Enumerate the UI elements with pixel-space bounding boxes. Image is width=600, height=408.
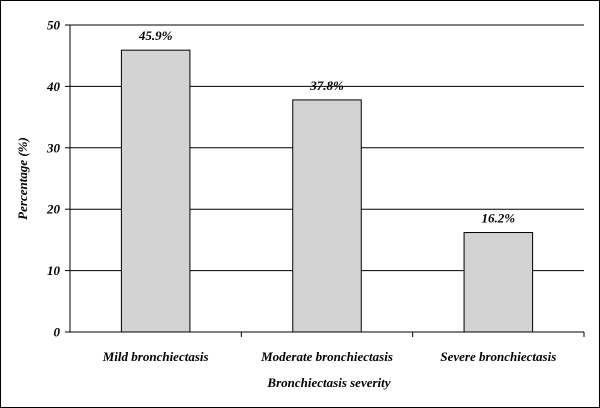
x-category-label: Mild bronchiectasis: [102, 349, 209, 364]
y-axis-title: Percentage (%): [15, 137, 30, 220]
y-tick-label: 10: [47, 263, 61, 278]
x-axis-title: Bronchiectasis severity: [266, 375, 390, 390]
bar: [292, 99, 362, 333]
x-category-label: Severe bronchiectasis: [440, 349, 556, 364]
label-layer: 0 10 20 30 40 50 45.9% Mild bronchiectasis 37.8%…: [46, 18, 556, 365]
bar: [120, 49, 191, 333]
bar: [463, 232, 534, 333]
data-label: 37.8%: [309, 78, 344, 93]
data-label: 16.2%: [482, 211, 516, 226]
bar-layer: [120, 49, 534, 333]
y-tick-label: 0: [54, 325, 61, 340]
axis-layer: [65, 24, 585, 337]
y-tick-label: 30: [46, 140, 61, 155]
x-category-label: Moderate bronchiectasis: [260, 349, 393, 364]
y-tick-label: 40: [46, 79, 61, 94]
y-tick-label: 20: [46, 202, 61, 217]
data-label: 45.9%: [138, 28, 173, 43]
y-tick-label: 50: [47, 18, 61, 33]
